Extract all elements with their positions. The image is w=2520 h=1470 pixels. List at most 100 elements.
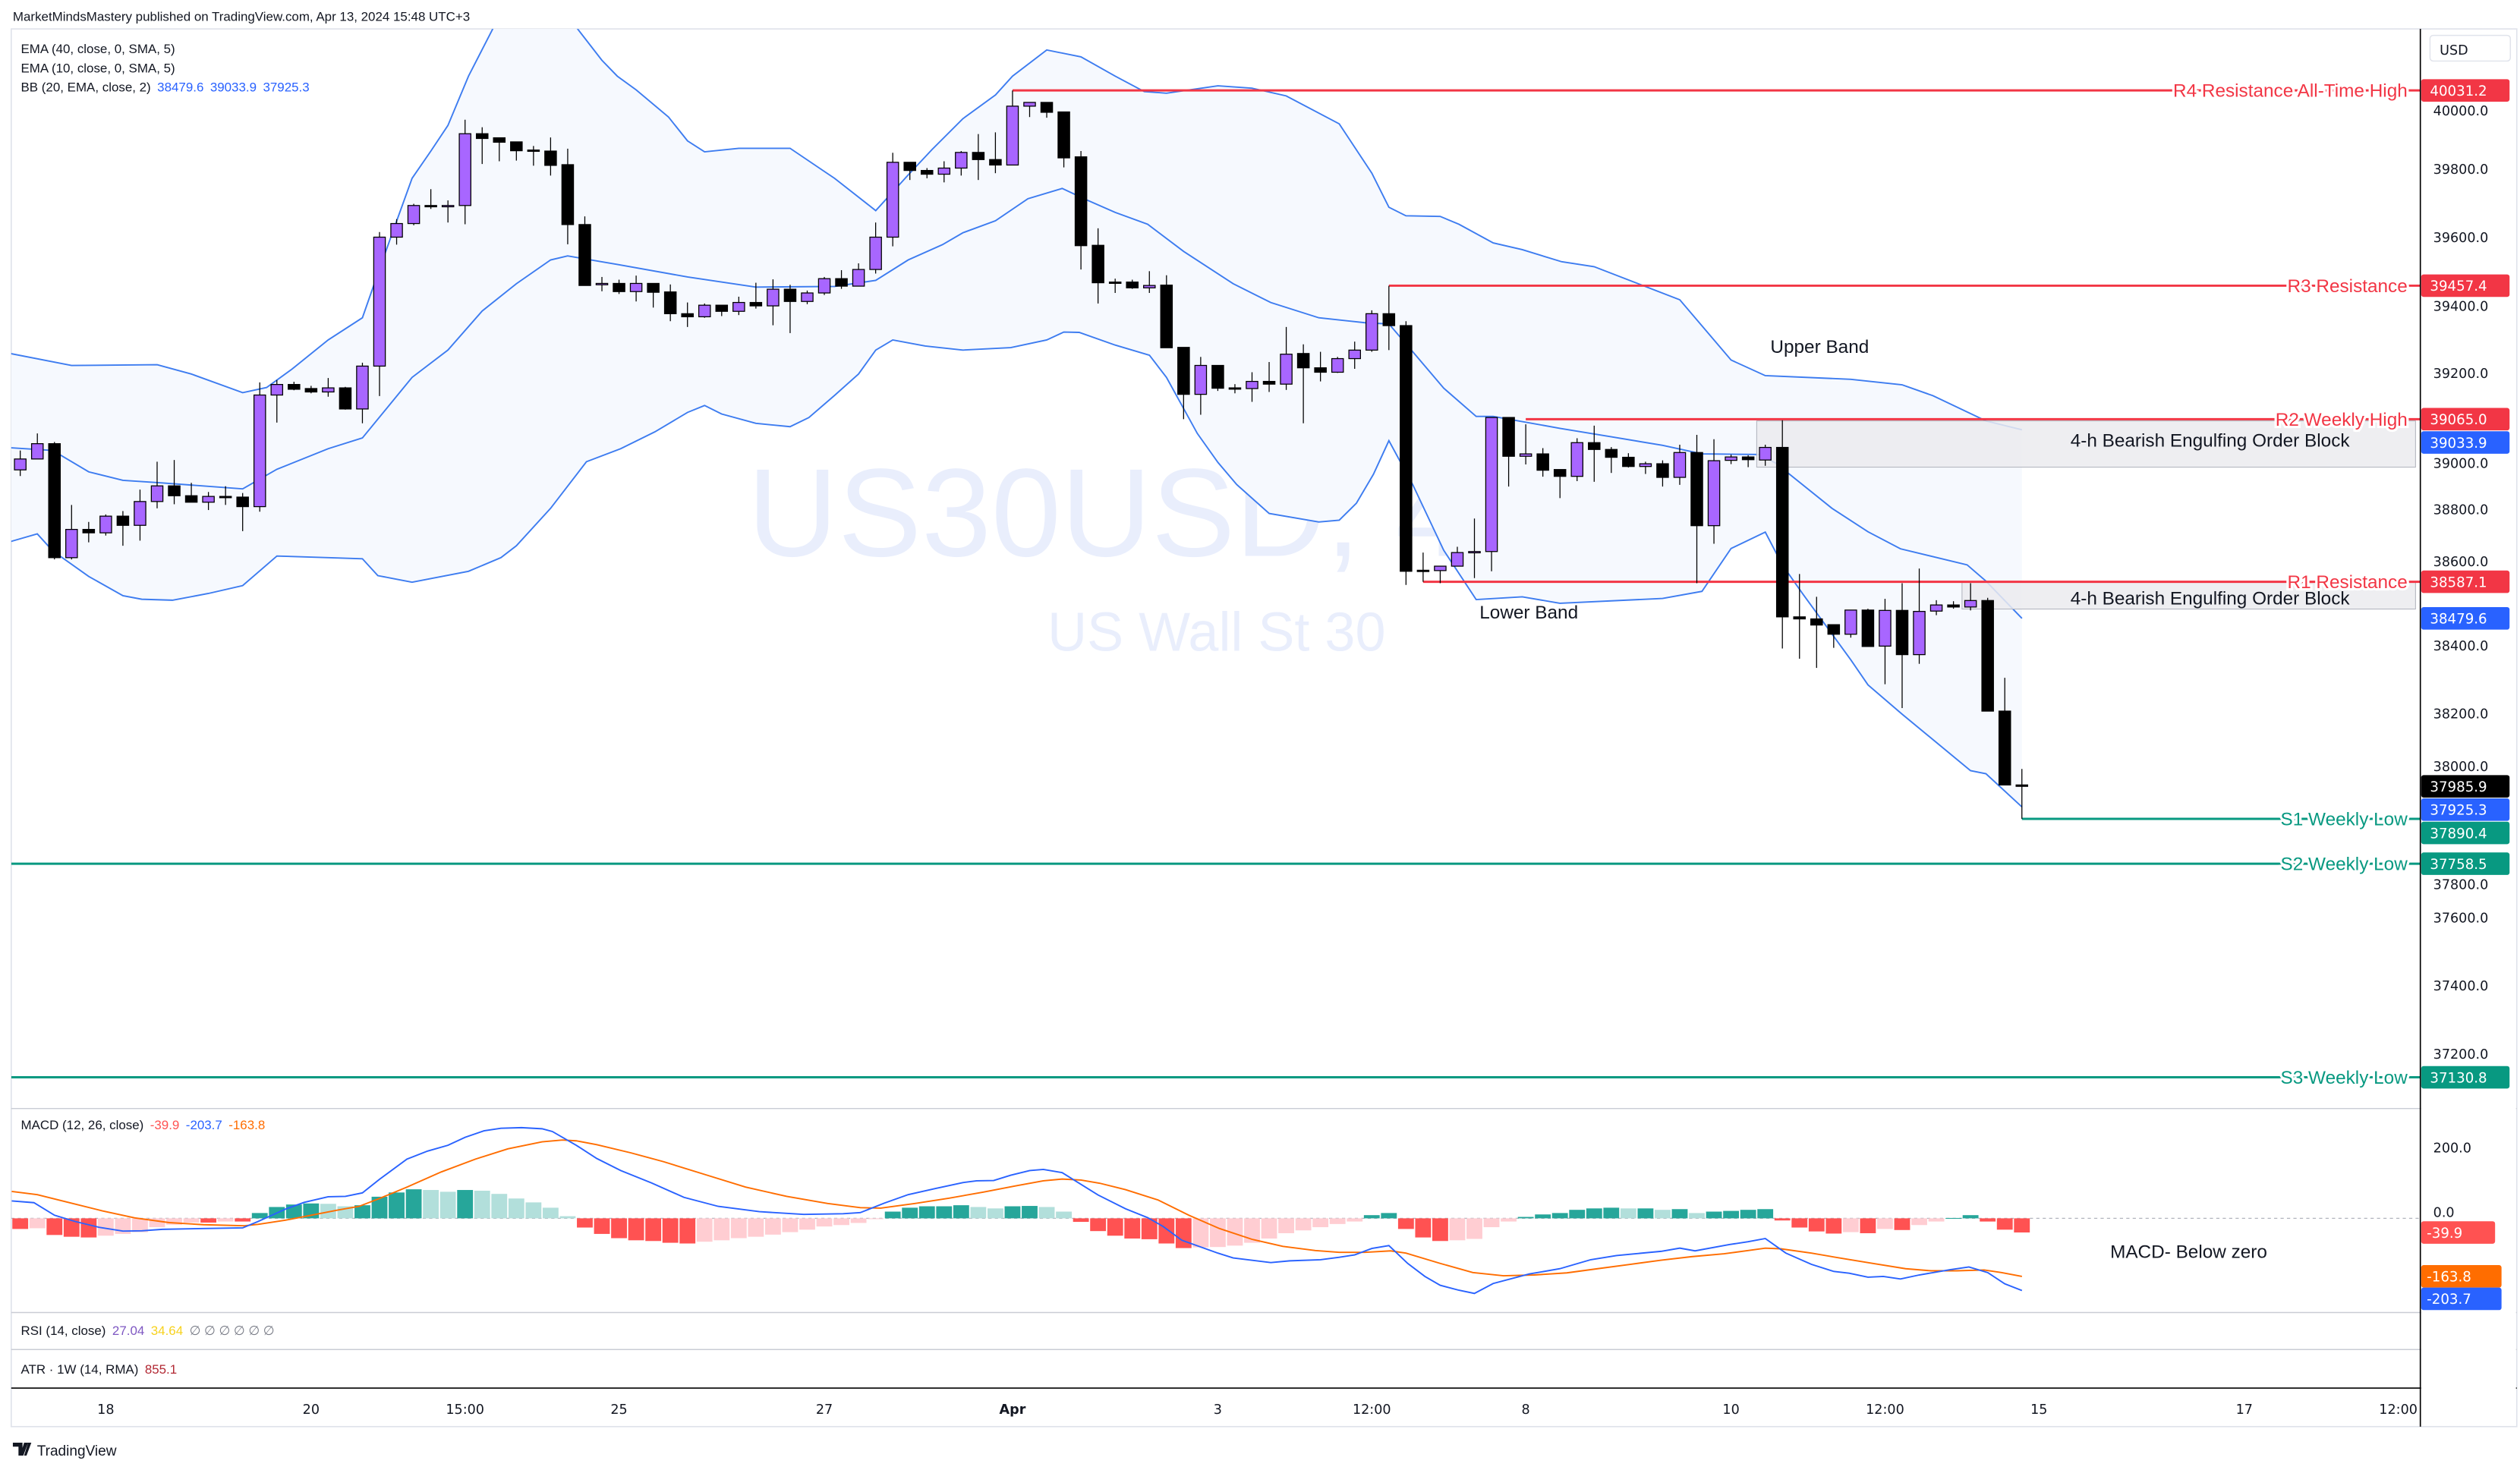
candle[interactable] (663, 284, 677, 322)
candle[interactable] (458, 119, 471, 225)
candle[interactable] (1793, 574, 1807, 659)
candle[interactable] (1331, 357, 1344, 373)
candle[interactable] (1673, 444, 1687, 485)
candle[interactable] (783, 285, 797, 333)
candle[interactable] (1827, 624, 1841, 648)
order-block-zone[interactable] (1756, 420, 2416, 468)
candle[interactable] (1998, 678, 2011, 785)
candle[interactable] (1485, 417, 1498, 571)
atr-legend[interactable]: ATR · 1W (14, RMA) 855.1 (21, 1362, 178, 1377)
candle[interactable] (493, 137, 506, 162)
candle[interactable] (613, 279, 625, 294)
candle[interactable] (373, 231, 386, 396)
candle[interactable] (1091, 228, 1104, 304)
candle[interactable] (1690, 434, 1703, 584)
macd-line[interactable] (11, 1126, 2023, 1295)
candle[interactable] (322, 378, 335, 397)
candle[interactable] (715, 304, 729, 316)
candle[interactable] (1416, 552, 1430, 582)
candle[interactable] (1348, 342, 1361, 369)
candle[interactable] (835, 269, 848, 289)
candle[interactable] (1810, 596, 1823, 669)
candle[interactable] (288, 382, 301, 391)
candle[interactable] (150, 461, 164, 508)
ema10-legend[interactable]: EMA (10, close, 0, SMA, 5) (21, 61, 175, 75)
currency-selector[interactable]: USD (2429, 34, 2512, 62)
time-axis[interactable]: 18 20 15:00 25 27 Apr 3 12:00 8 10 12:00 15 17 12:00 (97, 1402, 2418, 1418)
candle[interactable] (1143, 271, 1156, 294)
candle[interactable] (801, 290, 814, 304)
candle[interactable] (116, 511, 130, 546)
candle[interactable] (407, 203, 421, 225)
candle[interactable] (134, 489, 146, 541)
candle[interactable] (852, 263, 865, 287)
candle[interactable] (527, 146, 540, 166)
candle[interactable] (1228, 384, 1242, 394)
candle[interactable] (1775, 420, 1789, 649)
candle[interactable] (510, 141, 523, 161)
candle[interactable] (1366, 310, 1378, 352)
candle[interactable] (903, 162, 916, 181)
candle[interactable] (202, 492, 215, 511)
candle[interactable] (1588, 425, 1601, 482)
candle[interactable] (1964, 583, 1977, 611)
bollinger-lower-line[interactable] (10, 331, 2023, 808)
candle[interactable] (955, 151, 968, 176)
candle[interactable] (14, 450, 27, 477)
candle[interactable] (30, 433, 44, 460)
candle[interactable] (475, 127, 489, 165)
candle[interactable] (65, 505, 78, 560)
candle[interactable] (1519, 424, 1532, 464)
candle[interactable] (1451, 546, 1464, 567)
candle[interactable] (629, 275, 643, 302)
candle[interactable] (1262, 362, 1276, 392)
tradingview-logo[interactable]: TradingView (12, 1443, 117, 1459)
macd-signal-line[interactable] (11, 1139, 2023, 1277)
candle[interactable] (1177, 347, 1190, 420)
candle[interactable] (1981, 597, 1994, 712)
candle[interactable] (1023, 102, 1036, 118)
candle[interactable] (168, 460, 181, 505)
candle[interactable] (441, 200, 455, 223)
candle[interactable] (1400, 321, 1413, 585)
candle[interactable] (1656, 460, 1669, 487)
candle[interactable] (732, 296, 745, 316)
candle[interactable] (647, 282, 660, 308)
candle[interactable] (270, 379, 284, 423)
ema40-legend[interactable]: EMA (40, close, 0, SMA, 5) (21, 42, 175, 56)
candle[interactable] (1861, 609, 1875, 647)
candle[interactable] (1280, 326, 1293, 390)
candle[interactable] (82, 521, 96, 543)
candle[interactable] (356, 362, 369, 423)
candle[interactable] (424, 189, 437, 209)
candle[interactable] (1639, 461, 1652, 474)
candle[interactable] (236, 493, 249, 531)
candle[interactable] (544, 137, 557, 176)
candle[interactable] (48, 442, 61, 560)
candle[interactable] (1296, 344, 1310, 423)
candle[interactable] (561, 148, 575, 244)
candle[interactable] (1434, 565, 1447, 584)
candle[interactable] (184, 483, 198, 503)
candle[interactable] (1108, 279, 1122, 294)
candle[interactable] (1759, 444, 1772, 466)
candle[interactable] (869, 222, 882, 274)
candle[interactable] (767, 279, 780, 326)
candle[interactable] (99, 514, 112, 536)
macd-pane[interactable] (11, 1126, 2421, 1295)
candle[interactable] (817, 276, 831, 295)
candle[interactable] (1929, 600, 1943, 615)
candle[interactable] (972, 134, 985, 181)
candle[interactable] (1536, 448, 1549, 477)
candle[interactable] (1725, 454, 1737, 464)
candle[interactable] (595, 276, 609, 291)
candle[interactable] (1160, 275, 1173, 348)
candle[interactable] (1947, 601, 1960, 609)
candle[interactable] (1194, 357, 1208, 415)
candle[interactable] (1844, 609, 1857, 638)
price-pane[interactable] (10, 0, 2421, 1079)
candle[interactable] (1314, 351, 1327, 382)
candle[interactable] (304, 386, 318, 394)
candle[interactable] (886, 153, 899, 247)
candle[interactable] (920, 168, 934, 178)
